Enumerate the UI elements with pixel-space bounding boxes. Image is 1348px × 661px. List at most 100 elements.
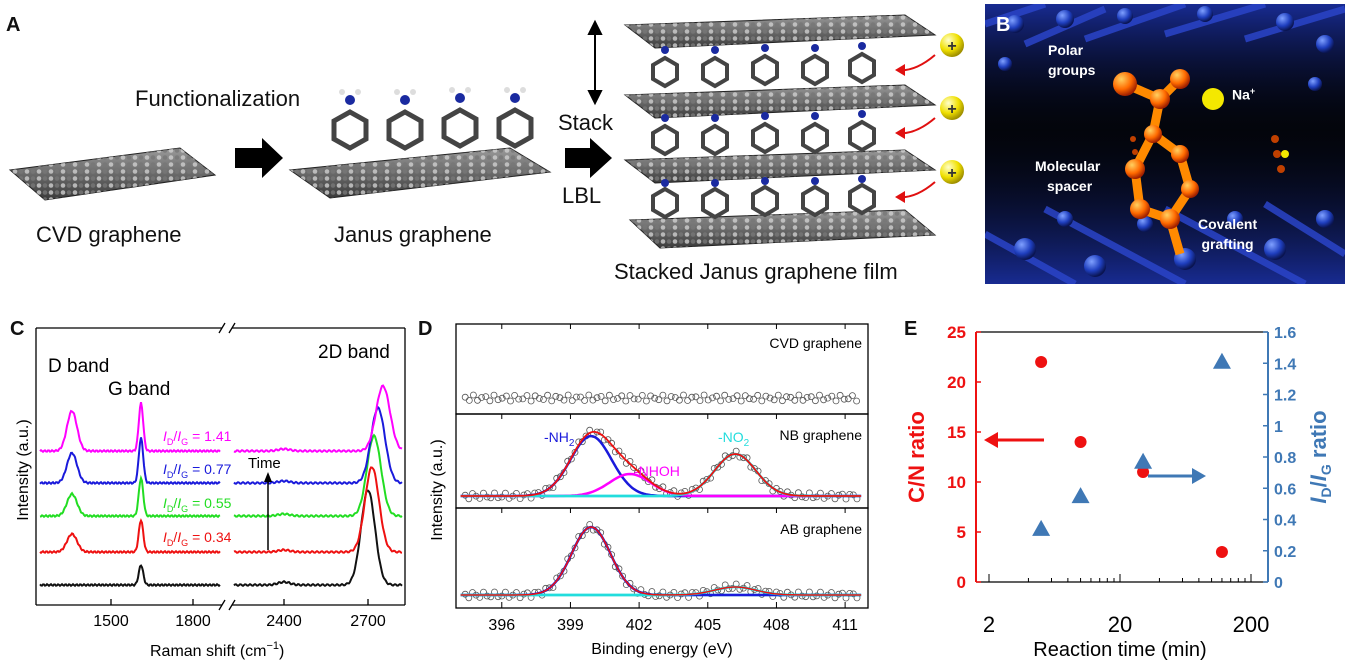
time-label: Time bbox=[248, 455, 281, 472]
na-text: Na bbox=[1232, 86, 1250, 103]
e-ylabel-right-ratio: ratio bbox=[1306, 410, 1331, 464]
raman-left-4 bbox=[39, 402, 221, 454]
d-xtick-408: 408 bbox=[763, 617, 790, 634]
e-left-tick-5: 5 bbox=[957, 523, 966, 542]
cvd-data-point bbox=[700, 391, 708, 399]
idig-point-3 bbox=[1212, 352, 1231, 369]
ab-data-point bbox=[556, 572, 564, 580]
functionalization-label: Functionalization bbox=[135, 86, 301, 111]
ion-arrows bbox=[895, 54, 936, 203]
polar-groups-line1: Polar bbox=[1048, 42, 1084, 58]
e-data-points bbox=[1032, 352, 1231, 558]
e-left-tick-15: 15 bbox=[947, 423, 966, 442]
e-right-tick-0.4: 0.4 bbox=[1274, 513, 1296, 530]
cvd-data-point bbox=[816, 391, 823, 399]
cvd-data-point bbox=[601, 397, 609, 405]
panel-d-label: D bbox=[418, 318, 433, 340]
cvd-data-point bbox=[667, 393, 675, 400]
raman-left-2 bbox=[39, 474, 221, 519]
sub-cvd-label: CVD graphene bbox=[769, 335, 862, 351]
cvd-data-point bbox=[507, 397, 514, 405]
cvd-data-point bbox=[717, 397, 725, 405]
nb-data-point bbox=[703, 475, 711, 483]
2d-band-label: 2D band bbox=[318, 342, 390, 363]
e-left-tick-20: 20 bbox=[947, 373, 966, 392]
cvd-data-point bbox=[811, 397, 819, 405]
cvd-data-point bbox=[741, 392, 749, 399]
cvd-data-point bbox=[544, 391, 551, 399]
raman-right-1 bbox=[233, 466, 403, 554]
cvd-data-point bbox=[556, 394, 564, 402]
d-xtick-405: 405 bbox=[694, 617, 721, 634]
cvd-data-point bbox=[820, 396, 828, 404]
nb-data-point bbox=[494, 494, 502, 502]
cvd-data-point bbox=[737, 397, 745, 405]
cvd-data-point bbox=[803, 394, 811, 401]
ab-data-point bbox=[494, 593, 502, 601]
cvd-data-point bbox=[626, 392, 634, 399]
stacked-film bbox=[623, 14, 937, 249]
stack-spacing-arrow bbox=[587, 19, 603, 106]
cvd-data-point bbox=[696, 397, 704, 404]
janus-molecules bbox=[331, 87, 534, 151]
stacked-molecules bbox=[651, 51, 876, 220]
idig-point-2 bbox=[1134, 452, 1153, 469]
cvd-data-point bbox=[572, 393, 580, 401]
cn-point-2 bbox=[1137, 466, 1150, 478]
ab-data-point bbox=[630, 585, 638, 593]
nb-data-point bbox=[846, 490, 854, 498]
no2-label: -NO2 bbox=[718, 429, 750, 449]
nh2-text: -NH bbox=[544, 429, 569, 445]
nb-data-point bbox=[619, 452, 627, 460]
na-label: Na+ bbox=[1232, 86, 1255, 103]
cvd-data-point bbox=[564, 391, 572, 399]
cvd-data-point bbox=[688, 393, 696, 401]
cvd-data-point bbox=[704, 396, 712, 404]
cvd-data-point bbox=[659, 391, 667, 399]
raman-left-1 bbox=[39, 518, 221, 555]
cvd-data-point bbox=[548, 397, 556, 405]
molecular-spacer-label: Molecular spacer bbox=[1035, 156, 1100, 196]
g-band-label: G band bbox=[108, 379, 170, 400]
c-xtick-2400: 2400 bbox=[266, 613, 302, 630]
cvd-data-point bbox=[478, 394, 485, 401]
cvd-data-point bbox=[577, 393, 584, 401]
ab-envelope bbox=[460, 526, 862, 596]
c-xtick-1800: 1800 bbox=[175, 613, 211, 630]
e-right-tick-1.2: 1.2 bbox=[1274, 388, 1296, 405]
cvd-data-point bbox=[840, 395, 848, 403]
e-xlabel: Reaction time (min) bbox=[1033, 639, 1206, 661]
nh2-label: -NH2 bbox=[544, 429, 575, 449]
cvd-data-point bbox=[651, 394, 659, 402]
stacked-nitrogen-atoms bbox=[661, 42, 866, 187]
cvd-data-point bbox=[527, 397, 535, 405]
cvd-data-point bbox=[832, 397, 840, 405]
plus-sign-1: + bbox=[947, 38, 956, 55]
nb-data-point bbox=[630, 463, 638, 471]
sub-ab-label: AB graphene bbox=[780, 521, 862, 537]
cvd-data-point bbox=[618, 392, 626, 400]
cvd-data-point bbox=[680, 391, 687, 399]
time-arrow-head bbox=[264, 472, 272, 482]
idig-arrow bbox=[1148, 468, 1206, 484]
cvd-data-point bbox=[774, 391, 782, 399]
raman-left-3 bbox=[39, 437, 221, 486]
cvd-data-point bbox=[593, 394, 601, 402]
cvd-data-point bbox=[758, 397, 766, 405]
ratio-label-1: ID/IG = 0.77 bbox=[163, 461, 232, 480]
cvd-data-point bbox=[791, 396, 799, 404]
e-right-tick-0.6: 0.6 bbox=[1274, 481, 1296, 498]
cvd-graphene-sheet bbox=[8, 147, 217, 201]
cvd-data-point bbox=[692, 393, 700, 401]
cvd-data-point bbox=[498, 394, 506, 402]
cvd-data-point bbox=[482, 393, 490, 400]
cvd-data-point bbox=[465, 397, 473, 404]
nb-data-point bbox=[604, 436, 612, 444]
cvd-data-point bbox=[655, 396, 663, 404]
cvd-data-point bbox=[766, 394, 774, 402]
cn-point-1 bbox=[1074, 436, 1087, 448]
nb-data-point bbox=[740, 454, 747, 462]
panel-a-illustration: + + + bbox=[8, 14, 964, 249]
cvd-data-point bbox=[610, 396, 617, 403]
